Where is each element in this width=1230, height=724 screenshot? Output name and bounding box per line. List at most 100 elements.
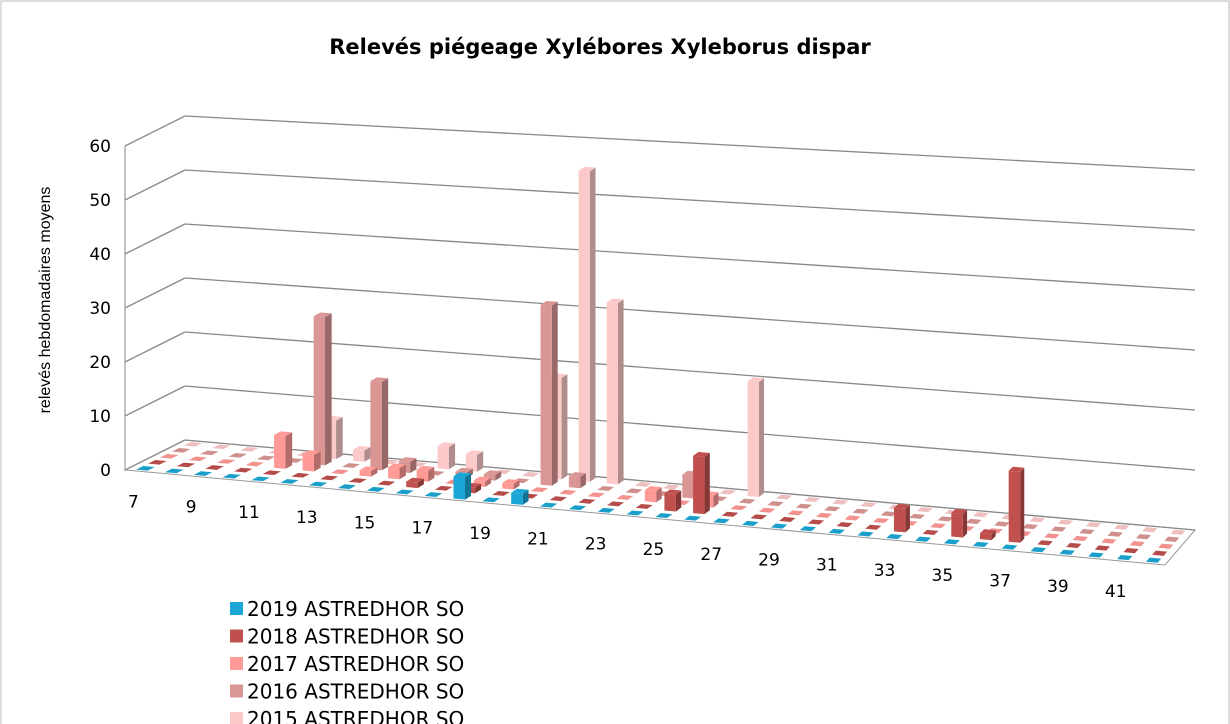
bar-side [522,489,529,505]
bar-top [836,522,853,528]
bar-top [597,507,615,513]
bar-top [1072,535,1089,542]
bar [857,531,874,537]
bar-top [406,477,424,483]
bar-top [183,441,203,447]
bar-top [886,534,903,540]
bar-top [245,461,264,467]
bar-front [606,302,618,485]
bar [234,467,253,473]
x-tick-label: 31 [816,556,838,576]
bar [664,489,682,512]
bar-top [251,476,270,482]
bar-top [1022,523,1039,530]
bar [578,498,596,504]
bar-top [721,511,739,517]
bar [245,461,264,467]
bar [352,445,371,462]
bar-top [1044,533,1060,539]
side-grid-line [124,277,186,309]
bar-top [663,484,680,490]
bar [607,501,625,507]
bar-top [979,529,996,535]
bar [240,446,259,452]
bar-top [951,508,968,515]
bar-top [309,481,328,487]
bar-top [492,491,510,496]
bar [1050,526,1067,532]
bar-top [1029,517,1045,523]
bar-front [406,481,418,489]
bar-top [434,485,453,491]
bar-top [625,488,643,494]
bar [1057,519,1074,525]
bar-top [453,472,472,478]
bar-front [951,513,963,538]
bar [1001,544,1018,550]
bar-side [285,432,293,469]
bar-top [171,447,191,453]
bar-top [747,377,765,383]
bar-top [1170,529,1186,535]
bar-top [742,520,759,526]
bar-top [852,508,869,514]
bar-top [719,489,736,495]
bar-top [915,536,932,542]
bar [750,514,767,520]
bar-top [616,494,634,500]
bar-top [164,468,184,474]
bar [1129,541,1145,547]
bar-top [217,459,236,464]
bar [348,478,367,483]
bar-side [617,299,624,485]
bar-top [188,456,207,462]
bar-side [656,487,662,503]
bar-top [398,457,417,462]
bar-side [495,471,502,481]
bar-top [352,445,371,451]
bar-side [713,492,719,508]
bar [684,515,702,521]
bar [625,488,643,494]
bar-side [399,464,406,480]
bar-top [944,539,960,545]
bar [424,492,443,497]
bar [205,465,224,470]
bar-top [770,523,788,529]
bar-top [937,516,954,522]
bar [482,497,500,503]
bar [1079,529,1095,535]
bar [148,459,167,465]
y-tick-label: 20 [89,353,111,373]
y-tick-label: 30 [89,299,111,319]
x-tick-label: 11 [238,503,260,523]
x-tick-label: 35 [932,566,954,586]
bar-top [578,498,596,504]
legend-label: 2015 ASTREDHOR SO [247,707,464,724]
bar [559,489,577,495]
bar-top [1107,531,1123,537]
bar-top [483,470,502,476]
bar [626,510,644,516]
bar-top [1059,549,1075,555]
bar [965,518,982,524]
bar [1094,545,1111,551]
bar [377,480,396,486]
bar-top [713,518,730,524]
bar-top [1088,552,1104,558]
bar-top [873,517,890,524]
bar [388,463,406,480]
bar-top [815,512,833,518]
bar [1158,543,1174,549]
legend-swatch [230,712,243,724]
bar-top [437,442,456,448]
bar-side [477,451,484,472]
bar-top [302,450,321,456]
x-tick-label: 19 [469,524,491,544]
bar [568,472,586,489]
bar [930,523,946,529]
bar-top [256,455,276,461]
bar-top [1114,524,1130,530]
bar [188,456,207,462]
side-grid-line [124,169,186,201]
